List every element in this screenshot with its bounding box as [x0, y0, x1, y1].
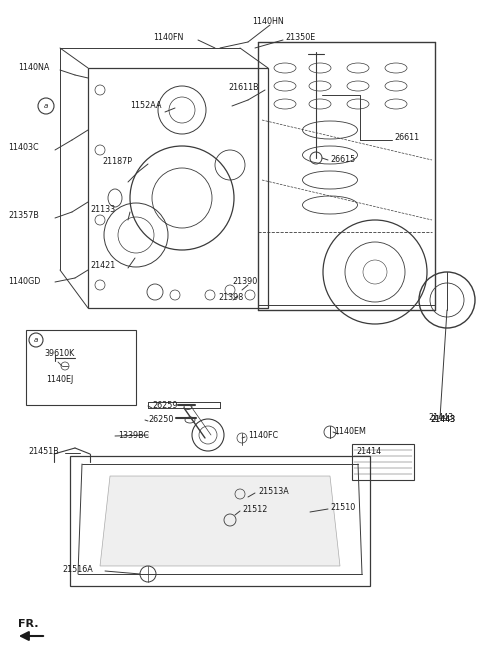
- Text: a: a: [34, 337, 38, 343]
- Text: a: a: [44, 103, 48, 109]
- Text: 21443: 21443: [428, 413, 453, 422]
- Text: 1140EJ: 1140EJ: [47, 376, 73, 385]
- Text: 21512: 21512: [242, 505, 267, 514]
- Text: 21443: 21443: [430, 415, 455, 424]
- Text: 1140EM: 1140EM: [334, 428, 366, 436]
- Text: 21421: 21421: [90, 261, 115, 271]
- Text: 1140NA: 1140NA: [18, 63, 49, 72]
- Text: 1140FC: 1140FC: [248, 432, 278, 441]
- Text: FR.: FR.: [18, 619, 38, 629]
- Text: 21187P: 21187P: [102, 158, 132, 166]
- Text: 26611: 26611: [394, 134, 419, 143]
- Text: 21414: 21414: [356, 447, 381, 456]
- Bar: [88, 68, 268, 308]
- Text: 1140HN: 1140HN: [252, 18, 284, 27]
- Text: 21510: 21510: [330, 503, 355, 512]
- Text: 26615: 26615: [330, 155, 355, 164]
- Text: 11403C: 11403C: [8, 143, 38, 153]
- Text: 21350E: 21350E: [285, 33, 315, 42]
- Text: 26259: 26259: [152, 400, 178, 409]
- Text: 21451B: 21451B: [28, 447, 59, 456]
- Text: 21398: 21398: [218, 293, 243, 303]
- Polygon shape: [100, 476, 340, 566]
- Bar: [352, 444, 414, 480]
- Text: 21443: 21443: [430, 415, 455, 424]
- Text: 21390: 21390: [232, 278, 257, 286]
- Text: 26250: 26250: [148, 415, 173, 424]
- Bar: [70, 456, 370, 586]
- Text: 1140GD: 1140GD: [8, 278, 40, 286]
- Text: 21357B: 21357B: [8, 211, 39, 220]
- Bar: [26, 330, 136, 405]
- Text: 21611B: 21611B: [228, 83, 259, 93]
- Text: 1152AA: 1152AA: [130, 102, 161, 110]
- Text: 21516A: 21516A: [62, 565, 93, 574]
- Text: 39610K: 39610K: [45, 349, 75, 359]
- Text: 1140FN: 1140FN: [153, 33, 183, 42]
- Text: 1339BC: 1339BC: [118, 432, 149, 441]
- Text: 21513A: 21513A: [258, 488, 289, 497]
- Text: 21133: 21133: [90, 205, 115, 215]
